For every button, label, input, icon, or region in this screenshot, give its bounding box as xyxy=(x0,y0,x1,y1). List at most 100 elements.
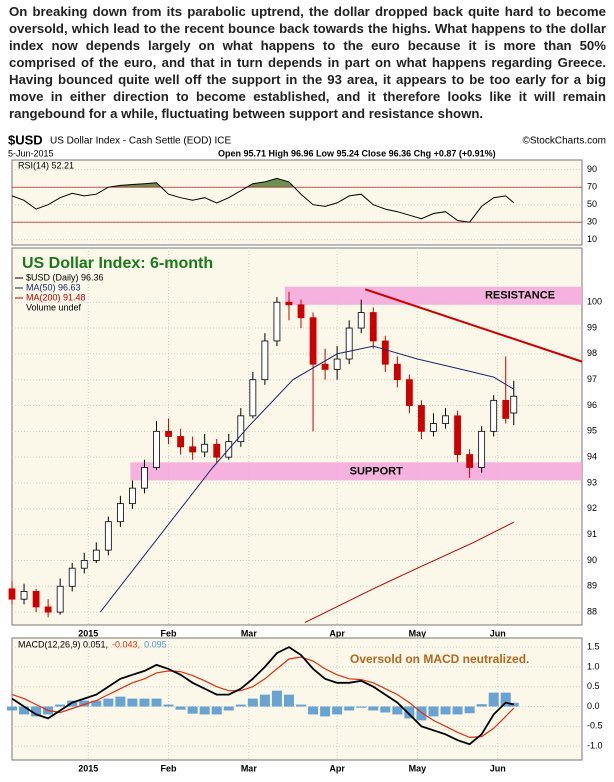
panel xyxy=(11,159,583,246)
histogram-bar xyxy=(163,704,174,707)
histogram-bar xyxy=(392,706,403,715)
histogram-bar xyxy=(259,694,270,707)
x-tick-label: Jun xyxy=(490,628,506,638)
candle-body xyxy=(20,591,28,600)
candle-body xyxy=(357,312,365,329)
candle-body xyxy=(466,454,474,468)
y-tick-label: 92 xyxy=(587,503,597,513)
candle-body xyxy=(273,301,281,342)
x-tick-label: May xyxy=(409,628,427,638)
y-tick-label: 0.0 xyxy=(587,701,600,711)
source: ©StockCharts.com xyxy=(522,136,606,147)
y-tick-label: 98 xyxy=(587,348,597,358)
candle-body xyxy=(309,317,317,365)
candle-body xyxy=(213,443,221,458)
candle-body xyxy=(333,358,341,370)
candle-body xyxy=(153,430,160,468)
histogram-bar xyxy=(103,698,114,707)
y-tick-label: 10 xyxy=(587,234,597,244)
histogram-bar xyxy=(320,706,331,717)
y-tick-label: 70 xyxy=(587,182,597,192)
candle-body xyxy=(129,487,136,505)
commentary: On breaking down from its parabolic uptr… xyxy=(9,4,606,121)
legend-entry: RSI(14) 52.21 xyxy=(18,160,74,170)
candle-body xyxy=(405,379,413,406)
candle-body xyxy=(393,363,401,381)
candle-body xyxy=(189,446,197,453)
candle-body xyxy=(92,549,100,561)
macd-line xyxy=(11,656,515,739)
y-tick-label: 94 xyxy=(587,452,597,462)
histogram-bar xyxy=(368,706,379,711)
y-tick-label: 97 xyxy=(587,374,597,384)
x-tick-label: Feb xyxy=(161,763,178,773)
legend-entry: 0.095 xyxy=(144,639,167,649)
candle-body xyxy=(80,560,88,569)
y-tick-label: 1.5 xyxy=(587,641,600,651)
symbol: $USD xyxy=(8,132,43,147)
histogram-bar xyxy=(235,704,246,707)
histogram-bar xyxy=(31,706,42,717)
band-label: SUPPORT xyxy=(350,465,403,477)
candle-body xyxy=(381,340,389,365)
y-tick-label: 0.5 xyxy=(587,681,600,691)
legend-entry: -0.043, xyxy=(112,639,140,649)
legend-entry: $USD (Daily) 96.36 xyxy=(26,272,104,282)
candle-body xyxy=(454,415,461,455)
y-tick-label: 93 xyxy=(587,477,597,487)
candle-body xyxy=(321,363,329,370)
histogram-bar xyxy=(19,706,30,715)
histogram-bar xyxy=(187,706,198,714)
histogram-bar xyxy=(55,704,66,707)
histogram-bar xyxy=(380,706,391,713)
candle-body xyxy=(369,312,377,342)
candle-body xyxy=(68,567,76,587)
y-tick-label: 30 xyxy=(587,217,597,227)
histogram-bar xyxy=(127,698,138,707)
band-label: RESISTANCE xyxy=(485,290,555,302)
candle-body xyxy=(177,436,184,448)
rsi-line xyxy=(11,177,515,223)
x-tick-label: 2015 xyxy=(78,763,98,773)
histogram-bar xyxy=(223,706,234,711)
candle-body xyxy=(490,399,498,432)
histogram-bar xyxy=(296,704,307,707)
panel-title: US Dollar Index: 6-month xyxy=(22,255,213,272)
candle-body xyxy=(430,423,437,432)
histogram-bar xyxy=(308,706,319,715)
y-tick-label: -0.5 xyxy=(587,721,603,731)
histogram-bar xyxy=(344,706,355,711)
histogram-bar xyxy=(476,704,487,707)
histogram-bar xyxy=(139,698,150,707)
histogram-bar xyxy=(199,706,210,715)
histogram-bar xyxy=(283,694,294,707)
candle-body xyxy=(44,606,52,613)
date: 5-Jun-2015 xyxy=(8,148,54,158)
macd-line xyxy=(11,646,515,746)
histogram-bar xyxy=(332,706,343,715)
x-tick-label: Mar xyxy=(241,628,258,638)
y-tick-label: 91 xyxy=(587,529,597,539)
candle-body xyxy=(442,415,449,424)
histogram-bar xyxy=(356,706,367,708)
price-band xyxy=(284,286,582,305)
candle-body xyxy=(345,327,353,360)
legend-entry: MA(200) 91.48 xyxy=(26,292,86,302)
x-tick-label: Feb xyxy=(161,628,178,638)
y-tick-label: 95 xyxy=(587,426,597,436)
candle-body xyxy=(261,340,269,381)
candle-body xyxy=(201,443,209,453)
candle-body xyxy=(249,379,257,417)
candle-body xyxy=(8,588,16,600)
histogram-bar xyxy=(91,700,102,707)
candle-body xyxy=(510,395,518,414)
candle-body xyxy=(116,503,124,523)
histogram-bar xyxy=(404,706,415,719)
y-tick-label: 88 xyxy=(587,606,597,616)
y-tick-label: 99 xyxy=(587,322,597,332)
histogram-bar xyxy=(500,692,511,707)
x-tick-label: Apr xyxy=(329,763,345,773)
x-tick-label: Apr xyxy=(329,628,345,638)
